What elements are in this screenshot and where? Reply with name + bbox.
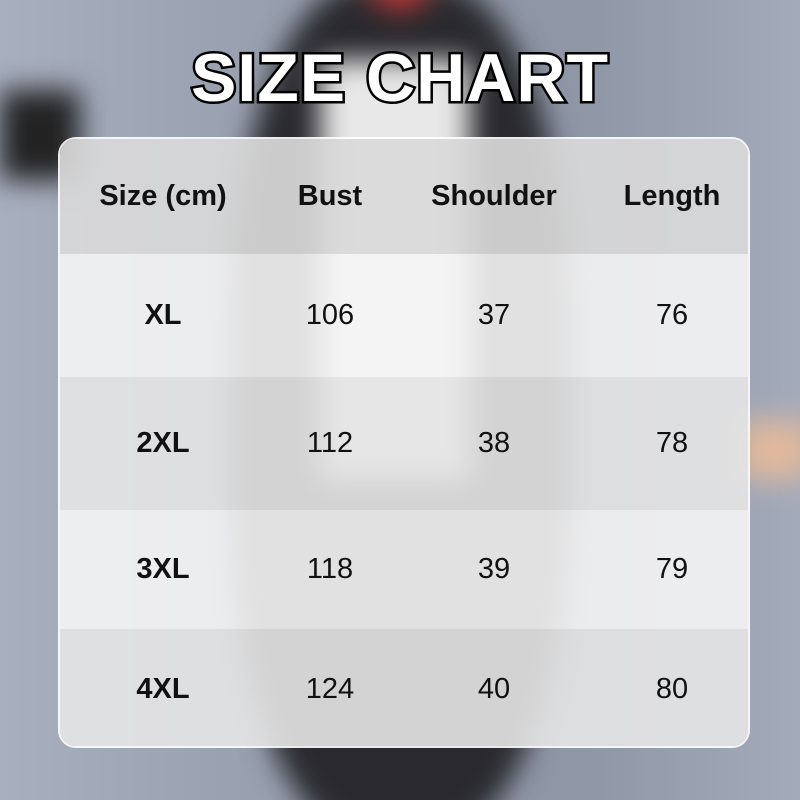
length-cell: 76 — [655, 299, 689, 331]
size-cell: 2XL — [136, 427, 190, 459]
table-row: 3XL 118 39 79 — [60, 510, 748, 629]
shoulder-cell: 39 — [477, 553, 511, 585]
shoulder-cell: 40 — [477, 673, 511, 705]
size-cell: 3XL — [136, 553, 190, 585]
size-cell: 4XL — [136, 673, 190, 705]
header-size: Size (cm) — [99, 180, 227, 212]
page-title: SIZE CHART — [189, 38, 611, 119]
size-table: Size (cm) Bust Shoulder Length XL 106 37… — [58, 137, 750, 748]
bust-cell: 106 — [305, 299, 355, 331]
length-cell: 80 — [655, 673, 689, 705]
size-cell: XL — [144, 299, 182, 331]
table-header-row: Size (cm) Bust Shoulder Length — [60, 139, 748, 254]
bust-cell: 118 — [306, 553, 354, 585]
table-row: 2XL 112 38 78 — [60, 377, 748, 510]
header-length: Length — [623, 180, 721, 212]
header-bust: Bust — [297, 180, 363, 212]
length-cell: 79 — [655, 553, 689, 585]
bust-cell: 124 — [305, 673, 355, 705]
bust-cell: 112 — [306, 427, 354, 459]
table-row: XL 106 37 76 — [60, 254, 748, 377]
shoulder-cell: 37 — [477, 299, 511, 331]
length-cell: 78 — [655, 427, 689, 459]
shoulder-cell: 38 — [477, 427, 511, 459]
table-row: 4XL 124 40 80 — [60, 629, 748, 746]
header-shoulder: Shoulder — [431, 180, 557, 212]
